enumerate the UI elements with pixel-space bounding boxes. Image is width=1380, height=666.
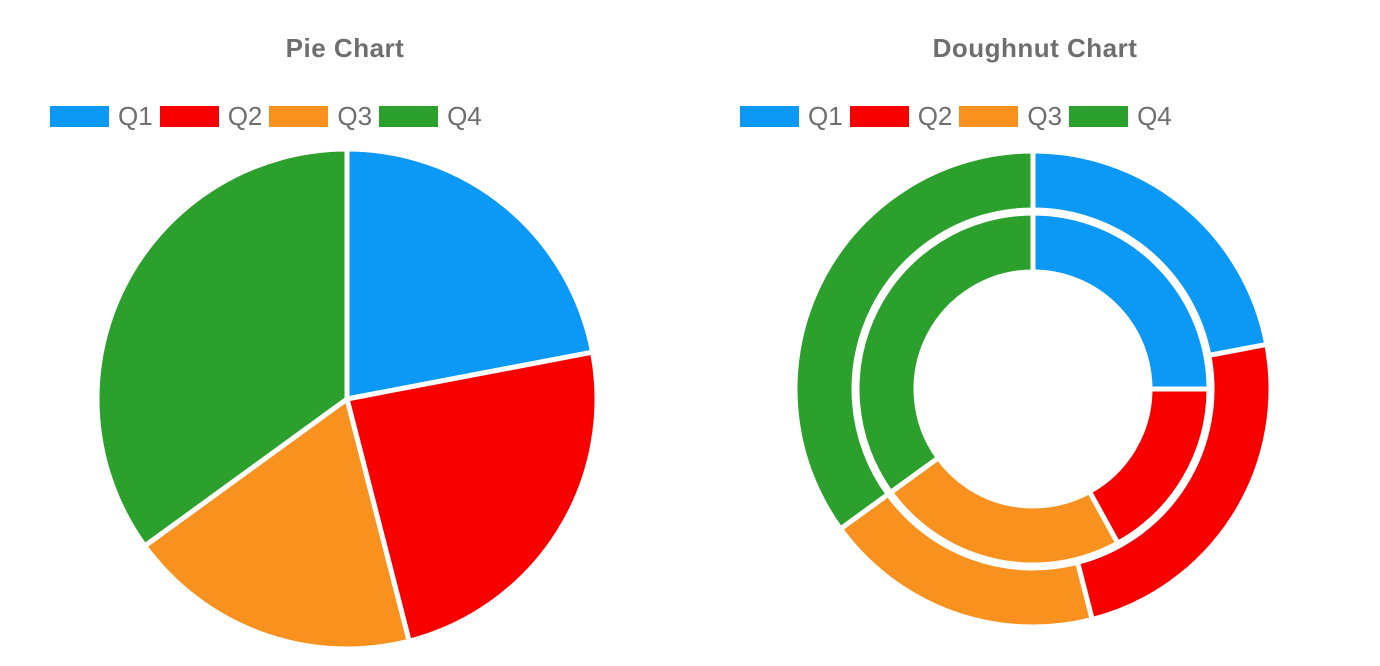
- pie-slice-q2[interactable]: [344, 349, 600, 644]
- pie-chart-legend: Q1 Q2 Q3 Q4: [50, 101, 482, 131]
- pie-slice-q3[interactable]: [142, 396, 412, 652]
- legend-swatch-q1: [50, 106, 109, 127]
- doughnut-chart-title: Doughnut Chart: [932, 33, 1138, 63]
- pie-slice-q1[interactable]: [344, 146, 596, 402]
- legend-label-q3: Q3: [1027, 101, 1063, 131]
- legend-swatch-q2: [849, 106, 909, 127]
- legend-item-q3[interactable]: Q3: [269, 101, 372, 132]
- doughnut-segment-q1-inner[interactable]: [1030, 210, 1212, 392]
- doughnut-segment-q4-outer[interactable]: [792, 148, 1036, 532]
- legend-label-q1: Q1: [808, 101, 843, 131]
- doughnut-chart-canvas[interactable]: [690, 0, 1380, 666]
- pie-slice-q4[interactable]: [94, 146, 350, 549]
- legend-label-q2: Q2: [917, 101, 953, 131]
- legend-label-q3: Q3: [337, 101, 373, 131]
- legend-swatch-q4: [379, 106, 439, 127]
- legend-swatch-q1: [740, 106, 799, 127]
- legend-label-q2: Q2: [227, 101, 263, 131]
- legend-item-q2[interactable]: Q2: [849, 101, 953, 132]
- legend-item-q4[interactable]: Q4: [1069, 101, 1172, 132]
- doughnut-segment-q3-inner[interactable]: [888, 455, 1121, 568]
- legend-swatch-q2: [159, 106, 219, 127]
- pie-chart-canvas[interactable]: [0, 0, 690, 666]
- legend-swatch-q3: [959, 106, 1019, 127]
- legend-swatch-q3: [269, 106, 329, 127]
- doughnut-segment-q4-inner[interactable]: [854, 210, 1036, 495]
- legend-label-q4: Q4: [1137, 101, 1172, 131]
- legend-label-q1: Q1: [118, 101, 153, 131]
- legend-item-q1[interactable]: Q1: [50, 101, 153, 132]
- legend-label-q4: Q4: [447, 101, 482, 131]
- legend-item-q3[interactable]: Q3: [959, 101, 1062, 132]
- legend-item-q1[interactable]: Q1: [740, 101, 843, 132]
- pie-chart-panel: Pie Chart Q1 Q2 Q3 Q4: [0, 0, 690, 666]
- legend-swatch-q4: [1069, 106, 1129, 127]
- doughnut-chart-legend: Q1 Q2 Q3 Q4: [740, 101, 1172, 131]
- doughnut-chart-panel: Doughnut Chart Q1 Q2 Q3 Q4: [690, 0, 1380, 666]
- legend-item-q2[interactable]: Q2: [159, 101, 263, 132]
- pie-chart-title: Pie Chart: [285, 33, 405, 63]
- legend-item-q4[interactable]: Q4: [379, 101, 482, 132]
